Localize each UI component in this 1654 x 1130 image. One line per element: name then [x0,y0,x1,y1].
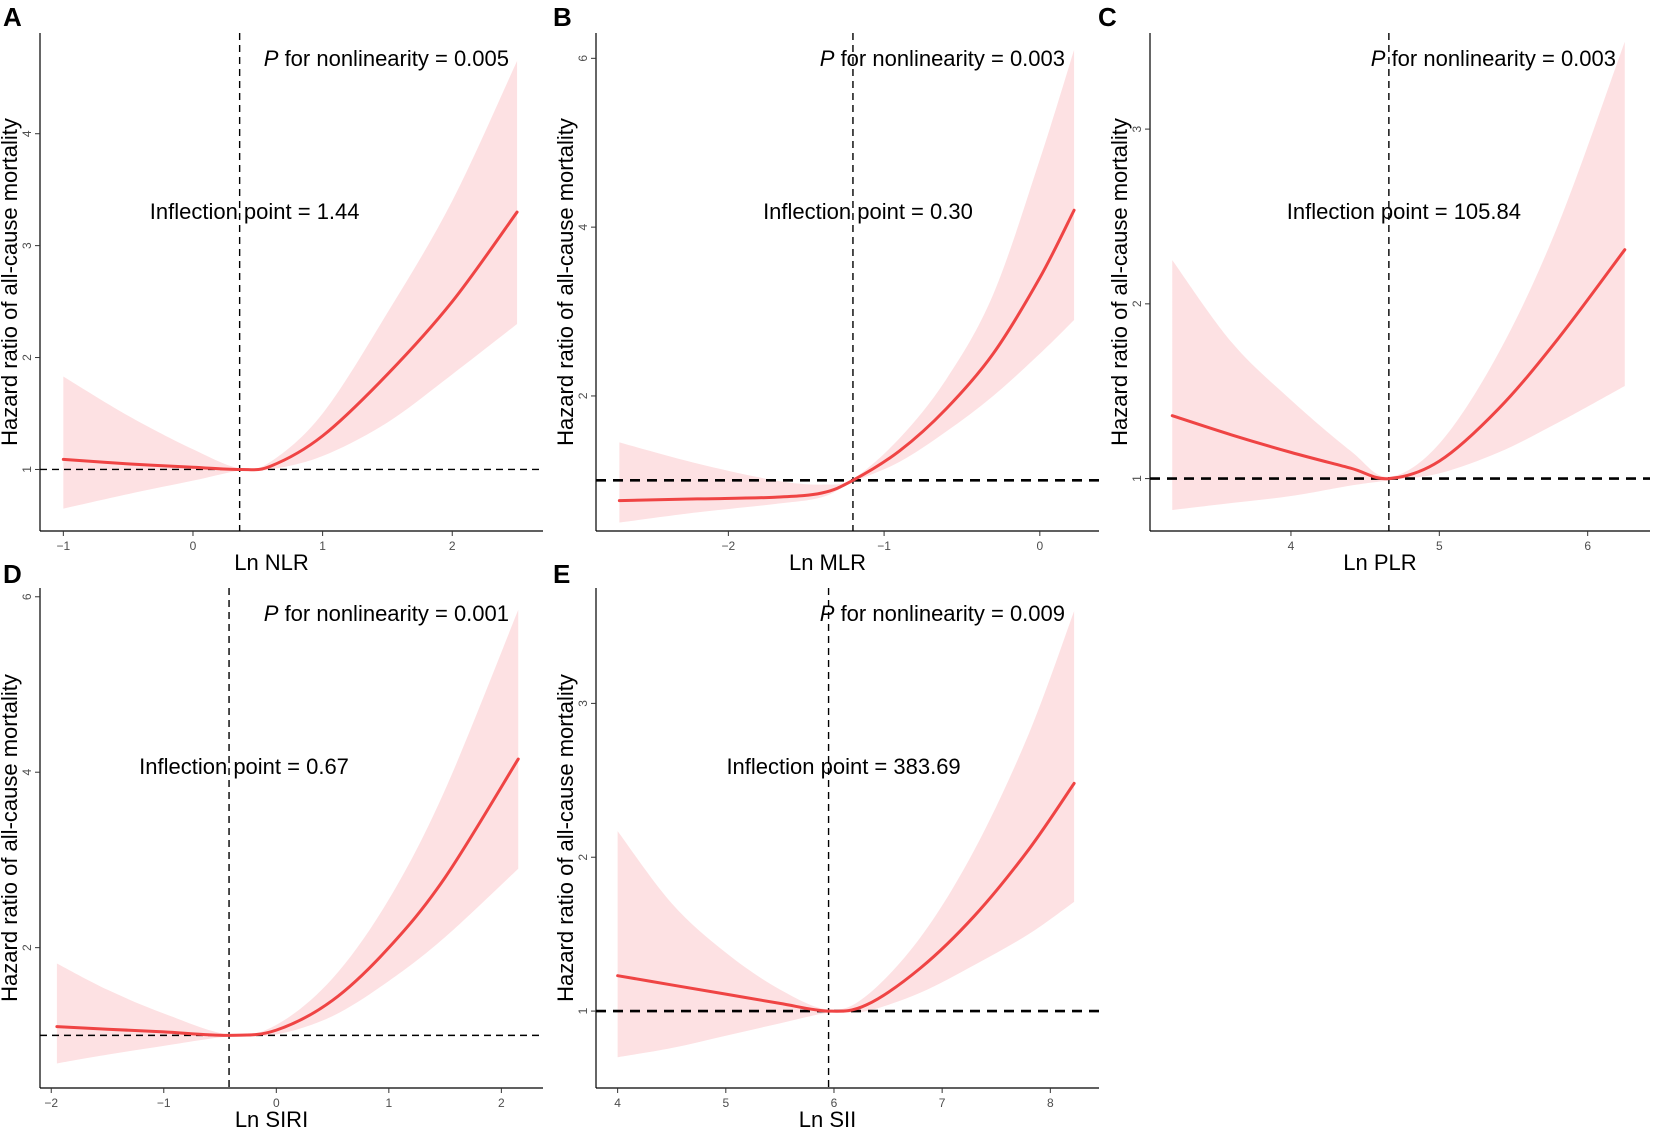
y-tick-label: 6 [20,593,34,600]
x-tick-label: 0 [1036,539,1043,553]
p-symbol: P [1371,46,1386,71]
x-tick-label: 2 [498,1096,505,1110]
p-value-text: for nonlinearity = 0.009 [834,601,1065,626]
p-nonlinearity-annotation: P for nonlinearity = 0.009 [820,601,1065,626]
y-tick-label: 4 [20,769,34,776]
x-axis-title: Ln MLR [789,550,866,575]
confidence-band [56,609,519,1064]
x-tick-label: 6 [1584,539,1591,553]
y-tick-label: 4 [20,130,34,137]
panel-c: 4 5 6 1 2 3 Ln PLR Hazard ratio of all-cause mo… [1098,2,1650,575]
x-axis-title: Ln SII [799,1107,856,1130]
confidence-band [617,611,1075,1058]
x-tick-label: −1 [877,539,891,553]
inflection-point-annotation: Inflection point = 105.84 [1287,199,1521,224]
y-axis-title: Hazard ratio of all-cause mortality [0,118,22,446]
x-tick-label: 5 [722,1096,729,1110]
x-tick-label: −1 [157,1096,171,1110]
y-tick-label: 2 [1130,300,1144,307]
x-tick-label: 0 [273,1096,280,1110]
y-tick-label: 2 [576,854,590,861]
p-nonlinearity-annotation: P for nonlinearity = 0.003 [820,46,1065,71]
inflection-point-annotation: Inflection point = 383.69 [726,754,960,779]
hazard-ratio-line [1170,248,1627,481]
y-tick-label: 3 [576,700,590,707]
p-symbol: P [820,46,835,71]
y-tick-label: 3 [20,242,34,249]
panel-letter: B [553,2,572,32]
x-tick-label: 4 [1288,539,1295,553]
inflection-point-annotation: Inflection point = 0.67 [139,754,349,779]
p-symbol: P [264,601,279,626]
hazard-ratio-line [617,208,1076,503]
x-tick-label: 2 [449,539,456,553]
p-value-text: for nonlinearity = 0.001 [278,601,509,626]
x-axis-title: Ln NLR [234,550,309,575]
x-tick-label: −2 [44,1096,58,1110]
inflection-point-annotation: Inflection point = 0.30 [763,199,973,224]
y-tick-label: 4 [576,223,590,230]
hazard-ratio-line [616,781,1076,1013]
x-tick-label: 1 [385,1096,392,1110]
y-axis-title: Hazard ratio of all-cause mortality [0,674,22,1002]
x-axis-title: Ln SIRI [235,1107,308,1130]
x-tick-label: 5 [1436,539,1443,553]
y-tick-label: 2 [20,354,34,361]
panel-letter: E [553,559,570,589]
y-tick-label: 3 [1130,125,1144,132]
x-tick-label: 7 [939,1096,946,1110]
x-tick-label: 4 [614,1096,621,1110]
panel-letter: D [3,559,22,589]
y-tick-label: 1 [576,1007,590,1014]
panel-a: −1 0 1 2 1 2 3 4 Ln NLR Hazard ratio of all-cause… [0,2,543,575]
x-tick-label: −1 [56,539,70,553]
hazard-ratio-line [61,210,519,472]
panel-b: −2 −1 0 2 4 6 Ln MLR Hazard ratio of all-cause … [553,2,1099,575]
p-nonlinearity-annotation: P for nonlinearity = 0.001 [264,601,509,626]
x-tick-label: 6 [831,1096,838,1110]
x-axis-title: Ln PLR [1343,550,1416,575]
y-axis-title: Hazard ratio of all-cause mortality [1107,118,1132,446]
y-axis-title: Hazard ratio of all-cause mortality [553,674,578,1002]
p-value-text: for nonlinearity = 0.003 [1385,46,1616,71]
x-tick-label: 0 [190,539,197,553]
p-value-text: for nonlinearity = 0.003 [834,46,1065,71]
y-tick-label: 1 [20,466,34,473]
y-tick-label: 2 [20,944,34,951]
x-tick-label: −2 [722,539,736,553]
confidence-band [63,60,518,509]
panel-letter: C [1098,2,1117,32]
confidence-band [619,49,1075,523]
p-value-text: for nonlinearity = 0.005 [278,46,509,71]
p-symbol: P [264,46,279,71]
x-tick-label: 8 [1047,1096,1054,1110]
hazard-ratio-line [55,757,520,1037]
inflection-point-annotation: Inflection point = 1.44 [150,199,360,224]
y-tick-label: 2 [576,392,590,399]
panel-letter: A [3,2,22,32]
p-nonlinearity-annotation: P for nonlinearity = 0.003 [1371,46,1616,71]
panel-e: 4 5 6 7 8 1 2 3 Ln SII Hazard ratio of all-cause … [553,559,1099,1130]
panel-d: −2 −1 0 1 2 2 4 6 Ln SIRI Hazard ratio of all-cau… [0,559,543,1130]
y-tick-label: 6 [576,55,590,62]
x-tick-label: 1 [319,539,326,553]
p-nonlinearity-annotation: P for nonlinearity = 0.005 [264,46,509,71]
y-tick-label: 1 [1130,475,1144,482]
y-axis-title: Hazard ratio of all-cause mortality [553,118,578,446]
p-symbol: P [820,601,835,626]
